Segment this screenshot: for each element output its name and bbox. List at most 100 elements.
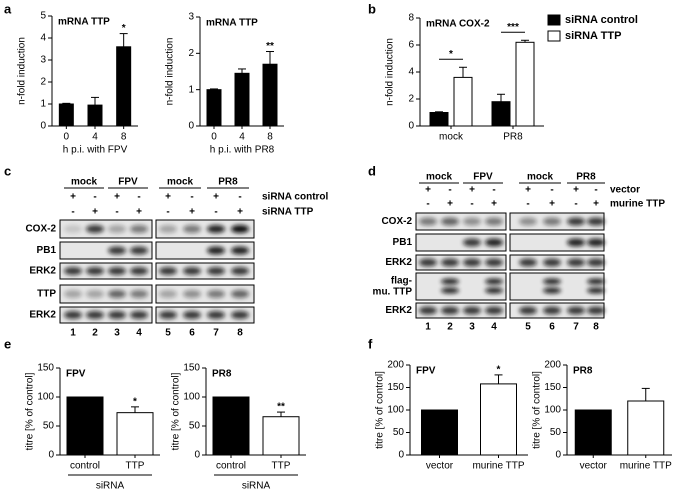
- panel-letter: e: [4, 336, 11, 351]
- blot-strip: [59, 219, 153, 239]
- blot-band: [130, 267, 148, 275]
- blot-band: [108, 246, 126, 255]
- bar: [234, 72, 250, 127]
- row-label: ERK2: [29, 266, 56, 277]
- blot-strip: [415, 212, 507, 231]
- condition-sign: +: [70, 192, 76, 203]
- panel-letter: c: [4, 163, 11, 178]
- row-label: COX-2: [381, 216, 412, 227]
- lane-number: 8: [237, 328, 243, 339]
- x-tick-label: control: [70, 461, 100, 472]
- y-tick-label: 150: [544, 382, 561, 393]
- lane-number: 7: [573, 322, 579, 333]
- blot-strip: [59, 262, 153, 280]
- condition-sign: -: [426, 199, 429, 210]
- significance-label: **: [277, 402, 285, 413]
- panel-letter: b: [368, 1, 376, 16]
- blot-strip: [59, 284, 153, 304]
- y-tick-label: 1: [188, 84, 194, 95]
- group-label: mock: [167, 177, 194, 188]
- bar: [116, 46, 132, 127]
- condition-sign: -: [526, 199, 529, 210]
- x-tick-label: mock: [439, 132, 464, 143]
- condition-label: murine TTP: [610, 199, 665, 210]
- row-label: ERK2: [385, 305, 412, 316]
- blot-band: [207, 267, 225, 275]
- x-tick-label: 0: [64, 132, 70, 143]
- blot-band: [543, 306, 561, 315]
- y-tick-label: 50: [43, 421, 55, 432]
- blot-band: [207, 311, 225, 319]
- x-tick-label: murine TTP: [620, 461, 672, 472]
- lane-number: 3: [469, 322, 475, 333]
- y-tick-label: 3: [40, 55, 46, 66]
- bar: [87, 104, 103, 127]
- blot-strip: [155, 284, 255, 304]
- significance-label: *: [449, 49, 453, 60]
- condition-sign: +: [189, 207, 195, 218]
- x-axis-label: siRNA: [242, 481, 271, 492]
- blot-band: [419, 306, 437, 315]
- x-tick-label: vector: [426, 461, 454, 472]
- legend-label: siRNA control: [565, 14, 638, 26]
- y-tick-label: 200: [387, 360, 404, 371]
- bar: [574, 409, 612, 456]
- blot-band: [587, 287, 605, 294]
- condition-sign: +: [425, 185, 431, 196]
- blot-band: [183, 290, 201, 298]
- blot-strip: [59, 306, 153, 324]
- row-label: ERK2: [385, 257, 412, 268]
- condition-sign: +: [525, 185, 531, 196]
- y-tick-label: 0: [48, 450, 54, 461]
- row-label: ERK2: [29, 310, 56, 321]
- condition-sign: +: [491, 199, 497, 210]
- blot-band: [463, 238, 481, 247]
- y-tick-label: 3: [188, 12, 194, 23]
- bar: [515, 41, 535, 127]
- condition-label: vector: [610, 185, 640, 196]
- condition-sign: -: [470, 199, 473, 210]
- x-tick-label: TTP: [126, 461, 145, 472]
- condition-sign: -: [190, 192, 193, 203]
- bar: [262, 416, 300, 456]
- blot-band: [543, 287, 561, 294]
- lane-number: 2: [92, 328, 98, 339]
- x-tick-label: 4: [92, 132, 98, 143]
- condition-sign: +: [213, 192, 219, 203]
- bar: [627, 400, 665, 456]
- group-label: mock: [426, 172, 453, 183]
- blot-band: [108, 267, 126, 275]
- blot-band: [567, 306, 585, 315]
- bar: [453, 76, 473, 127]
- condition-sign: +: [92, 207, 98, 218]
- condition-sign: -: [214, 207, 217, 218]
- y-tick-label: 200: [544, 360, 561, 371]
- blot-band: [441, 217, 459, 226]
- blot-band: [567, 238, 585, 247]
- blot-band: [64, 225, 82, 233]
- significance-label: ***: [507, 22, 519, 33]
- blot-band: [108, 225, 126, 233]
- chart-title: mRNA COX-2: [426, 19, 490, 30]
- x-tick-label: 8: [267, 132, 273, 143]
- condition-sign: -: [93, 192, 96, 203]
- y-tick-label: 4: [40, 33, 46, 44]
- x-axis-label: h p.i. with FPV: [63, 145, 128, 156]
- blot-band: [485, 258, 503, 267]
- blot-strip: [415, 302, 507, 319]
- blot-band: [159, 290, 177, 298]
- x-tick-label: vector: [580, 461, 608, 472]
- y-tick-label: 0: [398, 450, 404, 461]
- bar: [116, 412, 154, 456]
- blot-band: [587, 278, 605, 285]
- chart-title: mRNA TTP: [58, 17, 110, 28]
- y-axis-label: titre [% of control]: [171, 372, 182, 450]
- chart-title: PR8: [573, 366, 593, 377]
- group-label: mock: [71, 177, 98, 188]
- group-label: PR8: [218, 177, 238, 188]
- blot-band: [587, 306, 605, 315]
- blot-band: [159, 267, 177, 275]
- significance-label: **: [266, 41, 274, 52]
- blot-strip: [155, 262, 255, 280]
- y-axis-label: n-fold induction: [385, 38, 396, 106]
